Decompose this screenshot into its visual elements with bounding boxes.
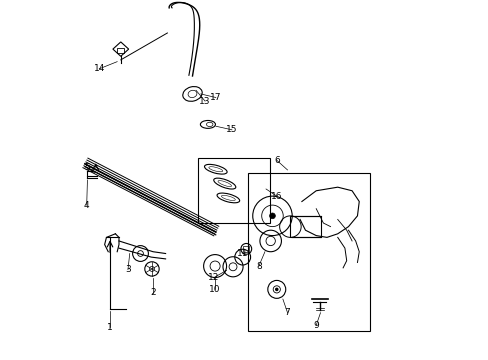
Bar [247, 173, 369, 330]
Text: 10: 10 [209, 285, 221, 294]
Text: 9: 9 [313, 321, 319, 330]
Text: 17: 17 [210, 93, 221, 102]
Text: 13: 13 [199, 96, 210, 105]
Circle shape [269, 213, 275, 219]
Text: 12: 12 [208, 273, 219, 282]
Circle shape [275, 288, 277, 291]
Bar [243, 246, 249, 252]
Text: 3: 3 [125, 265, 131, 274]
Text: 14: 14 [93, 64, 105, 73]
Text: 2: 2 [150, 288, 156, 297]
Text: 1: 1 [107, 323, 113, 332]
Text: 5: 5 [83, 163, 89, 172]
Text: 11: 11 [237, 249, 248, 258]
Text: 16: 16 [270, 192, 282, 201]
Text: 4: 4 [84, 201, 89, 210]
Text: 15: 15 [226, 125, 237, 134]
Text: 6: 6 [273, 156, 279, 165]
Bar [198, 158, 269, 223]
Text: 8: 8 [255, 262, 261, 271]
Bar [290, 216, 320, 237]
Text: 7: 7 [284, 308, 290, 317]
Bar [117, 48, 124, 53]
